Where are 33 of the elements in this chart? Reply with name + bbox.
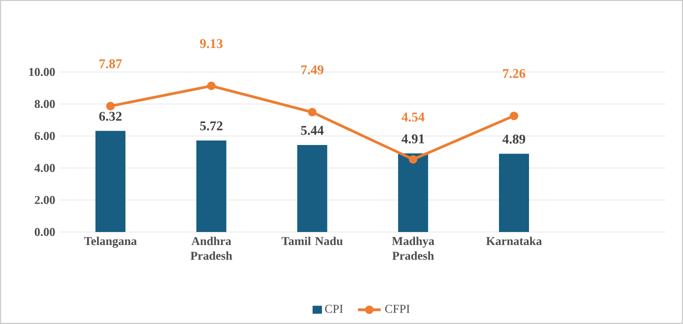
x-tick-label: Madhya Pradesh (392, 236, 434, 260)
x-tick-label: Telangana (84, 236, 137, 248)
y-tick-label: 10.00 (29, 68, 55, 76)
y-tick-label: 8.00 (34, 100, 55, 108)
bar (297, 144, 328, 232)
data-label: 4.89 (502, 134, 526, 144)
point (408, 155, 418, 164)
bar (498, 154, 529, 232)
x-tick-label: Andhra Pradesh (190, 236, 232, 260)
x-tick-label: Karnataka (486, 236, 542, 246)
data-label: 9.13 (200, 39, 223, 48)
data-label: 7.87 (100, 59, 122, 68)
data-label: 7.26 (503, 69, 526, 78)
legend-label: CPI (325, 304, 343, 313)
y-tick-label: 2.00 (34, 196, 55, 204)
data-label: 5.44 (301, 126, 324, 135)
bar (95, 130, 126, 232)
x-tick-label: Tamil Nadu (282, 236, 343, 246)
bar (196, 140, 226, 232)
y-tick-label: 0.00 (34, 228, 55, 236)
data-label: 6.32 (99, 112, 122, 121)
legend-label: CFPI (385, 304, 410, 313)
y-tick-label: 6.00 (34, 132, 55, 140)
data-label: 5.72 (200, 121, 222, 130)
point (207, 82, 216, 90)
data-label: 4.91 (402, 134, 424, 144)
data-label: 4.54 (402, 112, 425, 122)
bar (398, 153, 428, 232)
data-label: 7.49 (301, 65, 324, 74)
point (308, 108, 316, 116)
y-tick-label: 4.00 (34, 164, 55, 172)
point (510, 112, 518, 120)
point (106, 102, 115, 110)
